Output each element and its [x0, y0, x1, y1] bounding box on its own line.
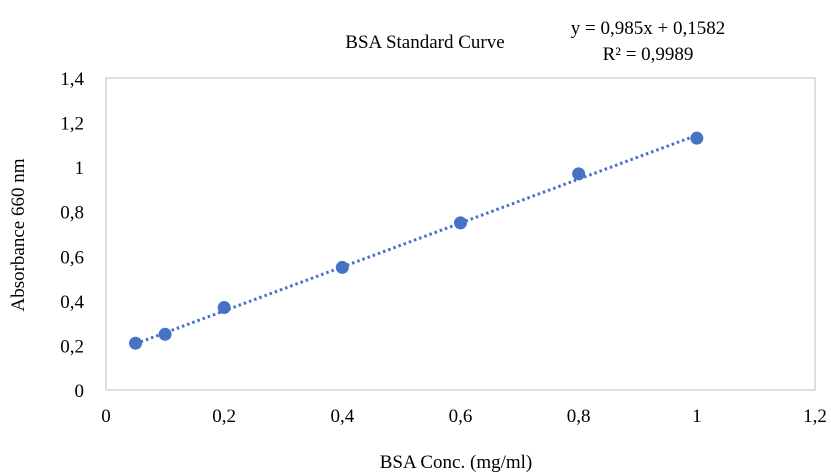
data-point: [158, 327, 172, 341]
data-points-layer: [129, 131, 704, 350]
y-tick-label: 0,8: [60, 203, 84, 224]
trendline-r-squared: R² = 0,9989: [603, 44, 694, 65]
x-tick-label: 0,6: [449, 406, 473, 427]
y-tick-label: 0,4: [60, 292, 84, 313]
y-tick-label: 1,2: [60, 114, 84, 135]
plot-area-frame: [105, 77, 816, 391]
x-axis-ticks: 0 0,2 0,4 0,6 0,8 1 1,2: [101, 406, 827, 427]
y-tick-label: 0,6: [60, 247, 84, 268]
trendline-equation: y = 0,985x + 0,1582: [571, 18, 725, 39]
data-point: [690, 131, 704, 145]
data-point: [572, 167, 586, 181]
x-tick-label: 0,4: [330, 406, 354, 427]
y-axis-ticks: 0 0,2 0,4 0,6 0,8 1 1,2 1,4: [60, 69, 84, 402]
x-tick-label: 1: [692, 406, 702, 427]
data-point: [454, 216, 467, 230]
y-tick-label: 1,4: [60, 69, 84, 90]
x-tick-label: 0: [101, 406, 111, 427]
x-tick-label: 0,8: [567, 406, 591, 427]
y-tick-label: 0: [75, 381, 85, 402]
data-point: [217, 301, 231, 315]
data-point: [335, 260, 349, 274]
x-tick-label: 0,2: [212, 406, 236, 427]
x-axis-title: BSA Conc. (mg/ml): [380, 452, 533, 473]
y-axis-title: Absorbance 660 nm: [8, 158, 29, 311]
data-point: [129, 336, 143, 350]
chart-title: BSA Standard Curve: [345, 32, 504, 53]
y-tick-label: 0,2: [60, 336, 84, 357]
y-tick-label: 1: [75, 158, 85, 179]
x-tick-label: 1,2: [803, 406, 827, 427]
